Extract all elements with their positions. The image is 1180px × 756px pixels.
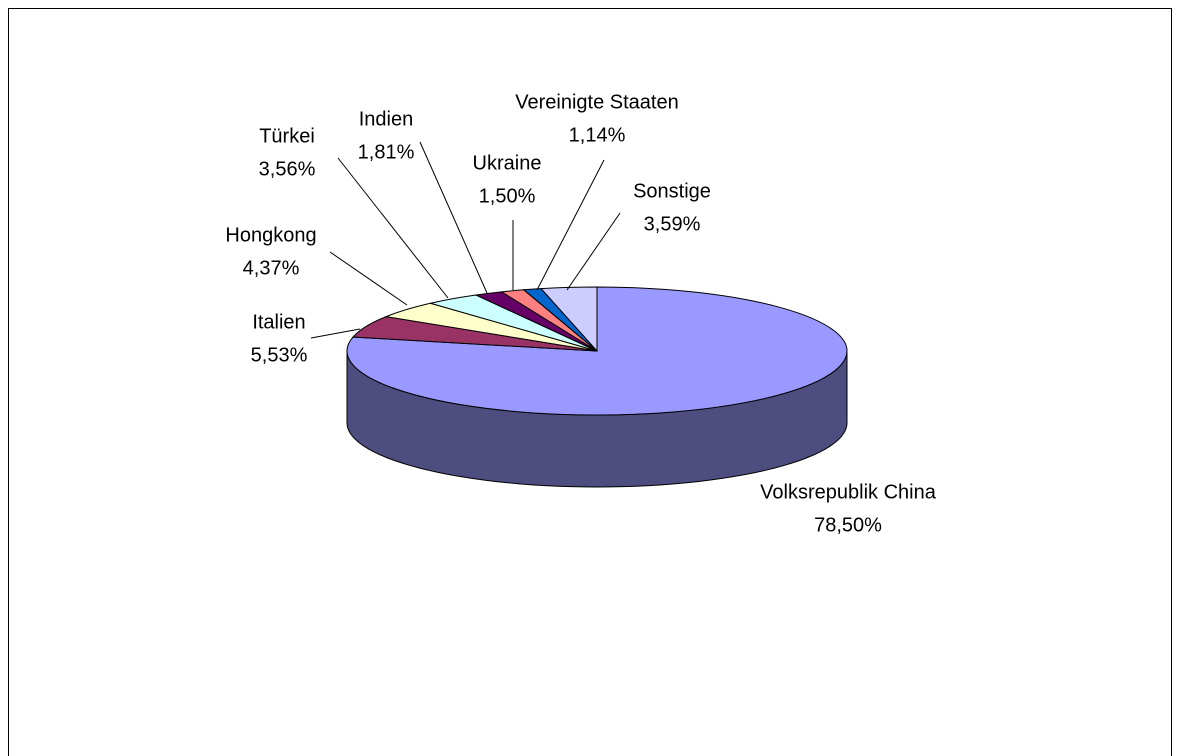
slice-value-label: 1,50% bbox=[479, 185, 536, 207]
slice-value-label: 3,56% bbox=[259, 158, 316, 180]
leader-line bbox=[566, 212, 621, 291]
slice-value-label: 5,53% bbox=[251, 344, 308, 366]
leader-line bbox=[337, 157, 449, 299]
slice-label: Hongkong bbox=[225, 224, 316, 246]
leader-line bbox=[419, 141, 488, 294]
slice-label: Türkei bbox=[259, 125, 315, 147]
slice-label: Vereinigte Staaten bbox=[515, 91, 678, 113]
slice-label: Indien bbox=[359, 108, 414, 130]
slice-label: Italien bbox=[252, 311, 305, 333]
leader-line bbox=[310, 328, 361, 339]
leader-line bbox=[329, 251, 408, 306]
slice-value-label: 1,14% bbox=[569, 124, 626, 146]
slice-label: Ukraine bbox=[473, 152, 542, 174]
slice-value-label: 78,50% bbox=[814, 514, 882, 536]
slice-value-label: 1,81% bbox=[358, 141, 415, 163]
slice-value-label: 4,37% bbox=[243, 257, 300, 279]
leader-line bbox=[536, 159, 605, 291]
slice-value-label: 3,59% bbox=[644, 213, 701, 235]
slice-label: Volksrepublik China bbox=[760, 481, 937, 503]
slice-label: Sonstige bbox=[633, 180, 711, 202]
